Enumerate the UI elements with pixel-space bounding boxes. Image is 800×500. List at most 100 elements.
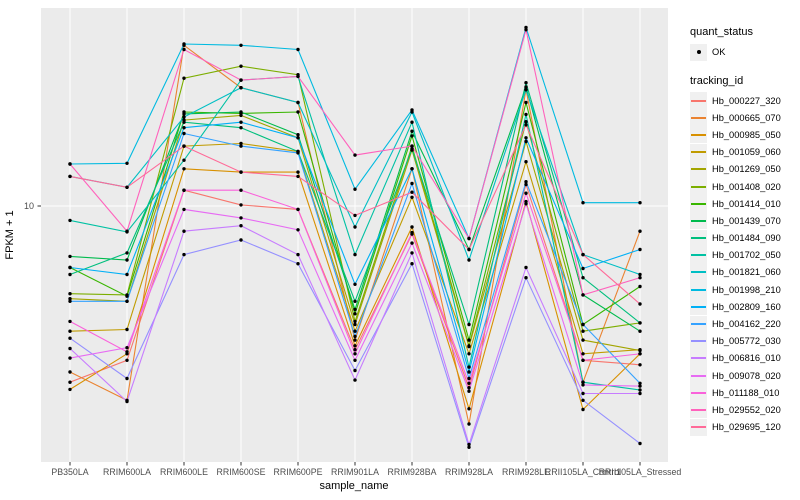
legend-item-label: Hb_006816_010 — [712, 353, 781, 364]
data-point — [638, 302, 642, 306]
data-point — [353, 299, 357, 303]
data-point — [296, 207, 300, 212]
data-point — [296, 100, 300, 105]
data-point — [581, 252, 585, 257]
data-point — [68, 265, 72, 270]
legend-item-label: Hb_001059_060 — [712, 147, 781, 158]
data-point — [581, 391, 585, 396]
legend-item-Hb_001484_090: Hb_001484_090 — [690, 229, 798, 247]
data-point — [410, 144, 414, 148]
data-point — [239, 110, 243, 114]
legend-item-label: Hb_001408_020 — [712, 181, 781, 192]
series-color-swatch — [691, 323, 706, 326]
data-point — [239, 238, 243, 242]
data-point — [410, 225, 414, 229]
legend-item-Hb_001821_060: Hb_001821_060 — [690, 263, 798, 281]
data-point — [581, 383, 585, 387]
point-icon — [696, 50, 701, 54]
data-point — [638, 388, 642, 392]
data-point — [467, 422, 471, 426]
data-point — [182, 112, 186, 116]
data-point — [581, 380, 585, 384]
legend-item-Hb_005772_030: Hb_005772_030 — [690, 332, 798, 350]
data-point — [467, 386, 471, 390]
series-color-swatch — [691, 271, 706, 274]
data-point — [353, 187, 357, 191]
legend-key-box — [690, 212, 707, 230]
legend-item-label: Hb_001269_050 — [712, 164, 781, 175]
legend-item-label: Hb_029695_120 — [712, 422, 781, 433]
legend-key-box — [690, 160, 707, 178]
data-point — [182, 207, 186, 212]
legend-item-label: Hb_001484_090 — [712, 233, 781, 244]
data-point — [125, 294, 129, 298]
series-color-swatch — [691, 185, 706, 188]
legend-item-label: Hb_011188_010 — [712, 387, 780, 398]
data-point — [524, 202, 528, 206]
x-tick-label-RRIM928BA: RRIM928BA — [388, 467, 437, 477]
data-point — [467, 407, 471, 411]
data-point — [296, 136, 300, 140]
data-point — [524, 88, 528, 92]
legend-key-box — [690, 418, 707, 436]
data-point — [638, 384, 642, 388]
axis-ticks — [37, 205, 641, 466]
data-point — [353, 312, 357, 316]
data-point — [239, 141, 243, 146]
data-point — [353, 334, 357, 339]
series-color-swatch — [691, 168, 706, 171]
x-tick-labels: PB350LA RRIM600LA RRIM600LE RRIM600SE RRIM60… — [51, 467, 681, 477]
data-point — [353, 358, 357, 362]
series-color-swatch — [691, 408, 706, 411]
x-tick-label-RRIM600SE: RRIM600SE — [217, 467, 266, 477]
data-point — [467, 376, 471, 381]
data-point — [581, 338, 585, 342]
data-point — [239, 144, 243, 148]
data-point — [68, 297, 72, 301]
data-point — [581, 407, 585, 412]
data-point — [68, 356, 72, 360]
data-point — [353, 338, 357, 342]
data-point — [239, 120, 243, 124]
legend-item-label: Hb_004162_220 — [712, 319, 781, 330]
legend-title-quant-status: quant_status — [690, 26, 753, 38]
data-point — [125, 251, 129, 255]
data-point — [638, 363, 642, 367]
data-point — [524, 100, 528, 105]
data-point — [182, 115, 186, 119]
legend-item-label: Hb_000985_050 — [712, 129, 781, 140]
data-point — [524, 85, 528, 89]
legend-item-Hb_011188_010: Hb_011188_010 — [690, 384, 798, 402]
data-point — [410, 167, 414, 171]
series-color-swatch — [691, 151, 706, 154]
data-point — [239, 126, 243, 130]
data-point — [581, 352, 585, 356]
legend-item-Hb_006816_010: Hb_006816_010 — [690, 349, 798, 367]
data-point — [410, 134, 414, 138]
legend-key-box — [690, 178, 707, 196]
legend-key-box — [690, 367, 707, 385]
data-point — [638, 321, 642, 325]
data-point — [68, 299, 72, 303]
data-point — [125, 346, 129, 350]
data-point — [638, 441, 642, 446]
data-point — [467, 258, 471, 262]
data-point — [353, 213, 357, 218]
data-point — [581, 398, 585, 402]
data-point — [524, 112, 528, 117]
data-point — [524, 160, 528, 164]
data-point — [182, 76, 186, 80]
x-tick-label-PB350LA: PB350LA — [51, 467, 88, 477]
data-point — [239, 188, 243, 192]
legend-title-tracking-id: tracking_id — [690, 75, 744, 87]
legend-key-box — [690, 109, 707, 127]
legend-item-label: Hb_000227_320 — [712, 95, 781, 106]
legend-item-Hb_029552_020: Hb_029552_020 — [690, 401, 798, 419]
data-point — [239, 224, 243, 228]
data-point — [353, 348, 357, 352]
data-point — [353, 329, 357, 333]
data-point — [182, 188, 186, 192]
data-point — [125, 299, 129, 303]
data-point — [296, 174, 300, 179]
data-point — [353, 344, 357, 348]
